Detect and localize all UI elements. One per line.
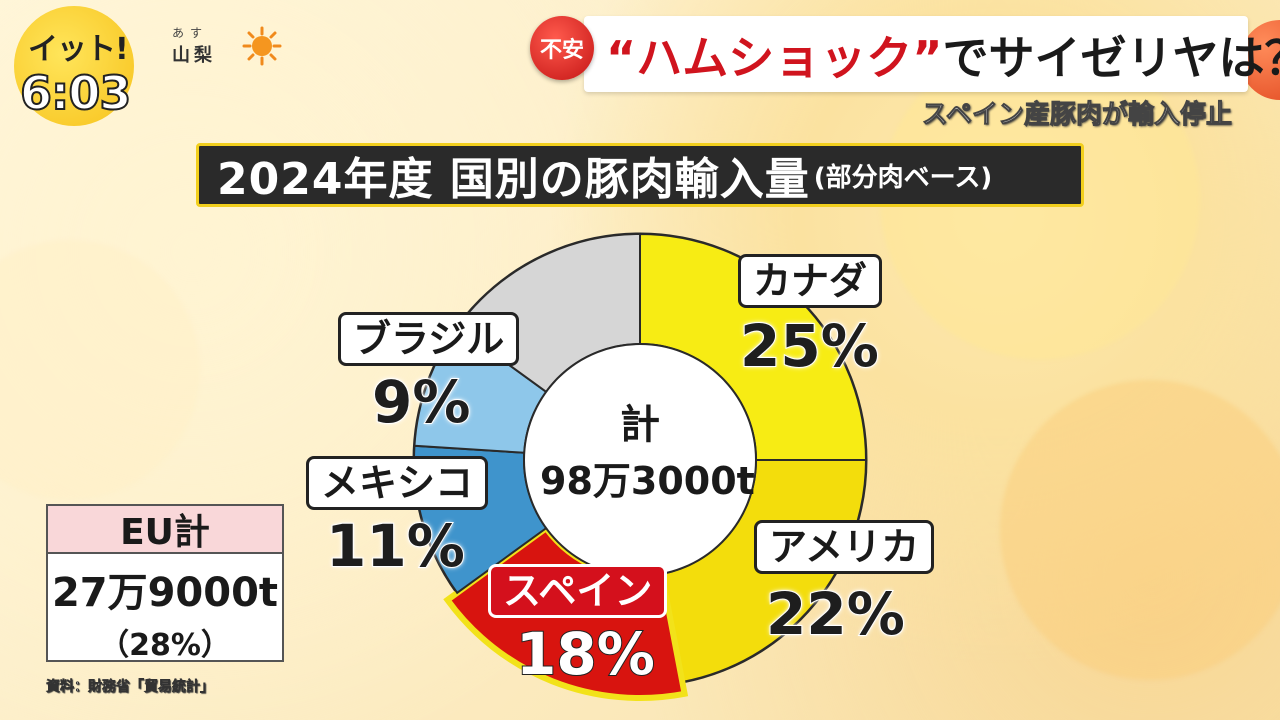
slice-pct-mexico: 11% [325,511,466,581]
source-note: 資料：財務省「貿易統計」 [46,679,215,696]
headline-bar [584,16,1248,92]
logo-title: イット! [28,32,129,67]
eu-value: 27万9000t [51,570,279,616]
eu-pct: （28%） [99,628,231,663]
headline-rest: でサイゼリヤは？ [942,31,1280,85]
slice-pct-brazil: 9% [371,367,471,437]
program-logo: イット! 6:03 [6,4,156,126]
background-blob [1000,380,1280,680]
headline: “ハムショック”でサイゼリヤは？ [606,22,1280,88]
headline-quote: “ハムショック” [606,31,943,85]
pie-center: 計 98万3000t [540,392,755,505]
clock-time: 6:03 [19,65,132,121]
background-blob [0,240,200,500]
sun-icon [242,26,282,66]
chart-subtitle: (部分肉ベース) [813,162,993,193]
logo-circle [14,6,134,126]
eu-header: EU計 [48,506,282,554]
slice-label-spain: スペイン [488,564,668,618]
weather-forecast: あす 山梨 [172,24,216,67]
center-label: 計 [620,402,660,448]
slice-pct-canada: 25% [739,311,880,381]
weather-region: 山梨 [172,45,216,66]
slice-pct-spain: 18% [515,619,656,689]
chart-title: 2024年度 国別の豚肉輸入量 [217,154,810,205]
slice-label-canada: カナダ [738,254,883,308]
slice-pct-usa: 22% [765,579,906,649]
weather-day: あす [172,26,209,40]
subheadline: スペイン産豚肉が輸入停止 [921,100,1232,131]
center-value: 98万3000t [540,459,755,503]
chart-title-box: 2024年度 国別の豚肉輸入量 (部分肉ベース) [196,143,1084,207]
headline-badge: 不安 [530,16,594,80]
slice-label-usa: アメリカ [754,520,935,574]
slice-label-mexico: メキシコ [306,456,489,510]
eu-total-box: EU計 27万9000t （28%） [46,504,284,663]
slice-label-brazil: ブラジル [338,312,520,366]
